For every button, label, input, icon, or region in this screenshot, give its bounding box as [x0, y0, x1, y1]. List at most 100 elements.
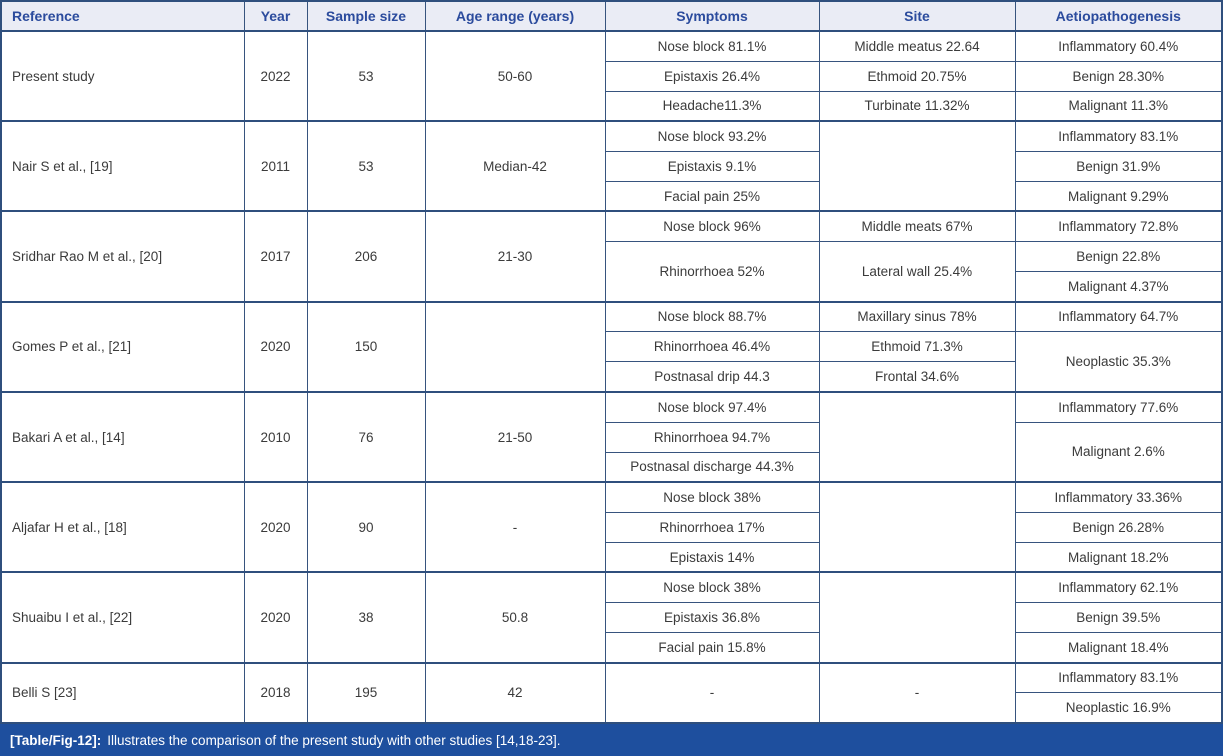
cell-aetiopathogenesis: Benign 39.5% — [1014, 601, 1223, 634]
cell-aetiopathogenesis: Malignant 18.4% — [1014, 632, 1223, 664]
cell-site: Ethmoid 71.3% — [818, 331, 1016, 363]
cell-site: Ethmoid 20.75% — [818, 60, 1016, 92]
cell-symptom: Epistaxis 26.4% — [604, 60, 820, 92]
cell-aetiopathogenesis: Malignant 4.37% — [1014, 271, 1223, 303]
cell-aetiopathogenesis: Benign 26.28% — [1014, 511, 1223, 543]
cell-sample-size: 150 — [306, 300, 426, 393]
sub-row: Rhinorrhoea 46.4% Ethmoid 71.3% Neoplast… — [1, 331, 1223, 393]
cell-reference: Bakari A et al., [14] — [0, 390, 245, 483]
cell-symptom: Postnasal discharge 44.3% — [604, 451, 820, 483]
cell-reference: Belli S [23] — [0, 661, 245, 724]
cell-symptom: Facial pain 15.8% — [604, 632, 820, 664]
header-reference: Reference — [0, 0, 245, 32]
cell-symptom: - — [604, 661, 820, 724]
cell-year: 2017 — [243, 210, 308, 303]
cell-age-range: - — [424, 481, 606, 573]
header-site: Site — [818, 0, 1016, 32]
sub-row: Rhinorrhoea 17% Benign 26.28% — [1, 511, 1223, 543]
sub-row: Epistaxis 14% Malignant 18.2% — [1, 541, 1223, 573]
header-age-range: Age range (years) — [424, 0, 606, 32]
study-row-nair: Nair S et al., [19] 2011 53 Median-42 No… — [0, 120, 1223, 212]
cell-symptom: Nose block 81.1% — [604, 29, 820, 62]
cell-aetiopathogenesis: Malignant 9.29% — [1014, 180, 1223, 212]
cell-symptom: Postnasal drip 44.3 — [604, 361, 820, 393]
cell-year: 2020 — [243, 300, 308, 393]
cell-symptom: Nose block 38% — [604, 481, 820, 513]
cell-sample-size: 195 — [306, 661, 426, 724]
cell-aetiopathogenesis: Benign 31.9% — [1014, 150, 1223, 182]
cell-symptom: Epistaxis 14% — [604, 541, 820, 573]
cell-sample-size: 76 — [306, 390, 426, 483]
study-row-shuaibu: Shuaibu I et al., [22] 2020 38 50.8 Nose… — [0, 571, 1223, 664]
header-symptoms: Symptoms — [604, 0, 820, 32]
cell-year: 2011 — [243, 120, 308, 212]
study-row-present-study: Present study 2022 53 50-60 Nose block 8… — [0, 29, 1223, 122]
cell-sample-size: 90 — [306, 481, 426, 573]
cell-year: 2010 — [243, 390, 308, 483]
cell-age-range: Median-42 — [424, 120, 606, 212]
cell-year: 2020 — [243, 571, 308, 664]
sub-row: Epistaxis 26.4% Ethmoid 20.75% Benign 28… — [1, 60, 1223, 92]
caption-text: Illustrates the comparison of the presen… — [107, 732, 561, 748]
sub-row: Epistaxis 9.1% Benign 31.9% — [1, 150, 1223, 182]
cell-aetiopathogenesis: Inflammatory 62.1% — [1014, 571, 1223, 603]
sub-row: Headache11.3% Turbinate 11.32% Malignant… — [1, 90, 1223, 122]
cell-age-range — [424, 300, 606, 393]
cell-aetiopathogenesis: Malignant 11.3% — [1014, 90, 1223, 122]
sub-row: Malignant 4.37% — [1, 271, 1223, 303]
cell-site: Frontal 34.6% — [818, 361, 1016, 393]
cell-year: 2022 — [243, 29, 308, 122]
cell-sample-size: 53 — [306, 120, 426, 212]
cell-age-range: 50.8 — [424, 571, 606, 664]
cell-symptom: Nose block 96% — [604, 210, 820, 243]
cell-aetiopathogenesis: Malignant 2.6% — [1014, 421, 1223, 483]
cell-aetiopathogenesis: Inflammatory 64.7% — [1014, 300, 1223, 333]
cell-sample-size: 206 — [306, 210, 426, 303]
cell-site: Middle meats 67% — [818, 210, 1016, 243]
cell-reference: Sridhar Rao M et al., [20] — [0, 210, 245, 303]
cell-symptom: Epistaxis 9.1% — [604, 150, 820, 182]
sub-row: Facial pain 15.8% Malignant 18.4% — [1, 632, 1223, 664]
study-row-bakari: Bakari A et al., [14] 2010 76 21-50 Nose… — [0, 390, 1223, 483]
cell-aetiopathogenesis: Inflammatory 33.36% — [1014, 481, 1223, 513]
sub-row: Rhinorrhoea 52% Lateral wall 25.4% Benig… — [1, 241, 1223, 303]
header-row: Reference Year Sample size Age range (ye… — [0, 0, 1223, 32]
cell-site: Maxillary sinus 78% — [818, 300, 1016, 333]
cell-site: Lateral wall 25.4% — [818, 241, 1016, 303]
cell-aetiopathogenesis: Benign 28.30% — [1014, 60, 1223, 92]
header-sample-size: Sample size — [306, 0, 426, 32]
cell-symptom: Nose block 97.4% — [604, 390, 820, 423]
cell-aetiopathogenesis: Inflammatory 72.8% — [1014, 210, 1223, 243]
cell-symptom: Rhinorrhoea 46.4% — [604, 331, 820, 363]
cell-aetiopathogenesis: Malignant 18.2% — [1014, 541, 1223, 573]
study-row-belli: Belli S [23] 2018 195 42 - - Inflammator… — [0, 661, 1223, 724]
cell-site-empty — [818, 390, 1016, 483]
cell-year: 2018 — [243, 661, 308, 724]
study-row-aljafar: Aljafar H et al., [18] 2020 90 - Nose bl… — [0, 481, 1223, 573]
table-caption: [Table/Fig-12]: Illustrates the comparis… — [0, 724, 1223, 756]
cell-sample-size: 53 — [306, 29, 426, 122]
comparison-table: Reference Year Sample size Age range (ye… — [0, 0, 1223, 724]
cell-site: Middle meatus 22.64 — [818, 29, 1016, 62]
cell-symptom: Rhinorrhoea 52% — [604, 241, 820, 303]
cell-aetiopathogenesis: Benign 22.8% — [1014, 241, 1223, 273]
cell-symptom: Nose block 93.2% — [604, 120, 820, 152]
cell-symptom: Epistaxis 36.8% — [604, 601, 820, 634]
cell-year: 2020 — [243, 481, 308, 573]
study-row-gomes: Gomes P et al., [21] 2020 150 Nose block… — [0, 300, 1223, 393]
cell-aetiopathogenesis: Neoplastic 16.9% — [1014, 692, 1223, 724]
cell-aetiopathogenesis: Neoplastic 35.3% — [1014, 331, 1223, 393]
caption-label: [Table/Fig-12]: — [10, 732, 102, 748]
sub-row: Rhinorrhoea 94.7% Malignant 2.6% — [1, 421, 1223, 483]
cell-reference: Aljafar H et al., [18] — [0, 481, 245, 573]
cell-age-range: 50-60 — [424, 29, 606, 122]
cell-aetiopathogenesis: Inflammatory 83.1% — [1014, 120, 1223, 152]
cell-age-range: 21-30 — [424, 210, 606, 303]
cell-aetiopathogenesis: Inflammatory 60.4% — [1014, 29, 1223, 62]
cell-symptom: Headache11.3% — [604, 90, 820, 122]
cell-symptom: Facial pain 25% — [604, 180, 820, 212]
sub-row: Neoplastic 16.9% — [1, 692, 1223, 724]
header-aetiopathogenesis: Aetiopathogenesis — [1014, 0, 1223, 32]
cell-symptom: Rhinorrhoea 17% — [604, 511, 820, 543]
